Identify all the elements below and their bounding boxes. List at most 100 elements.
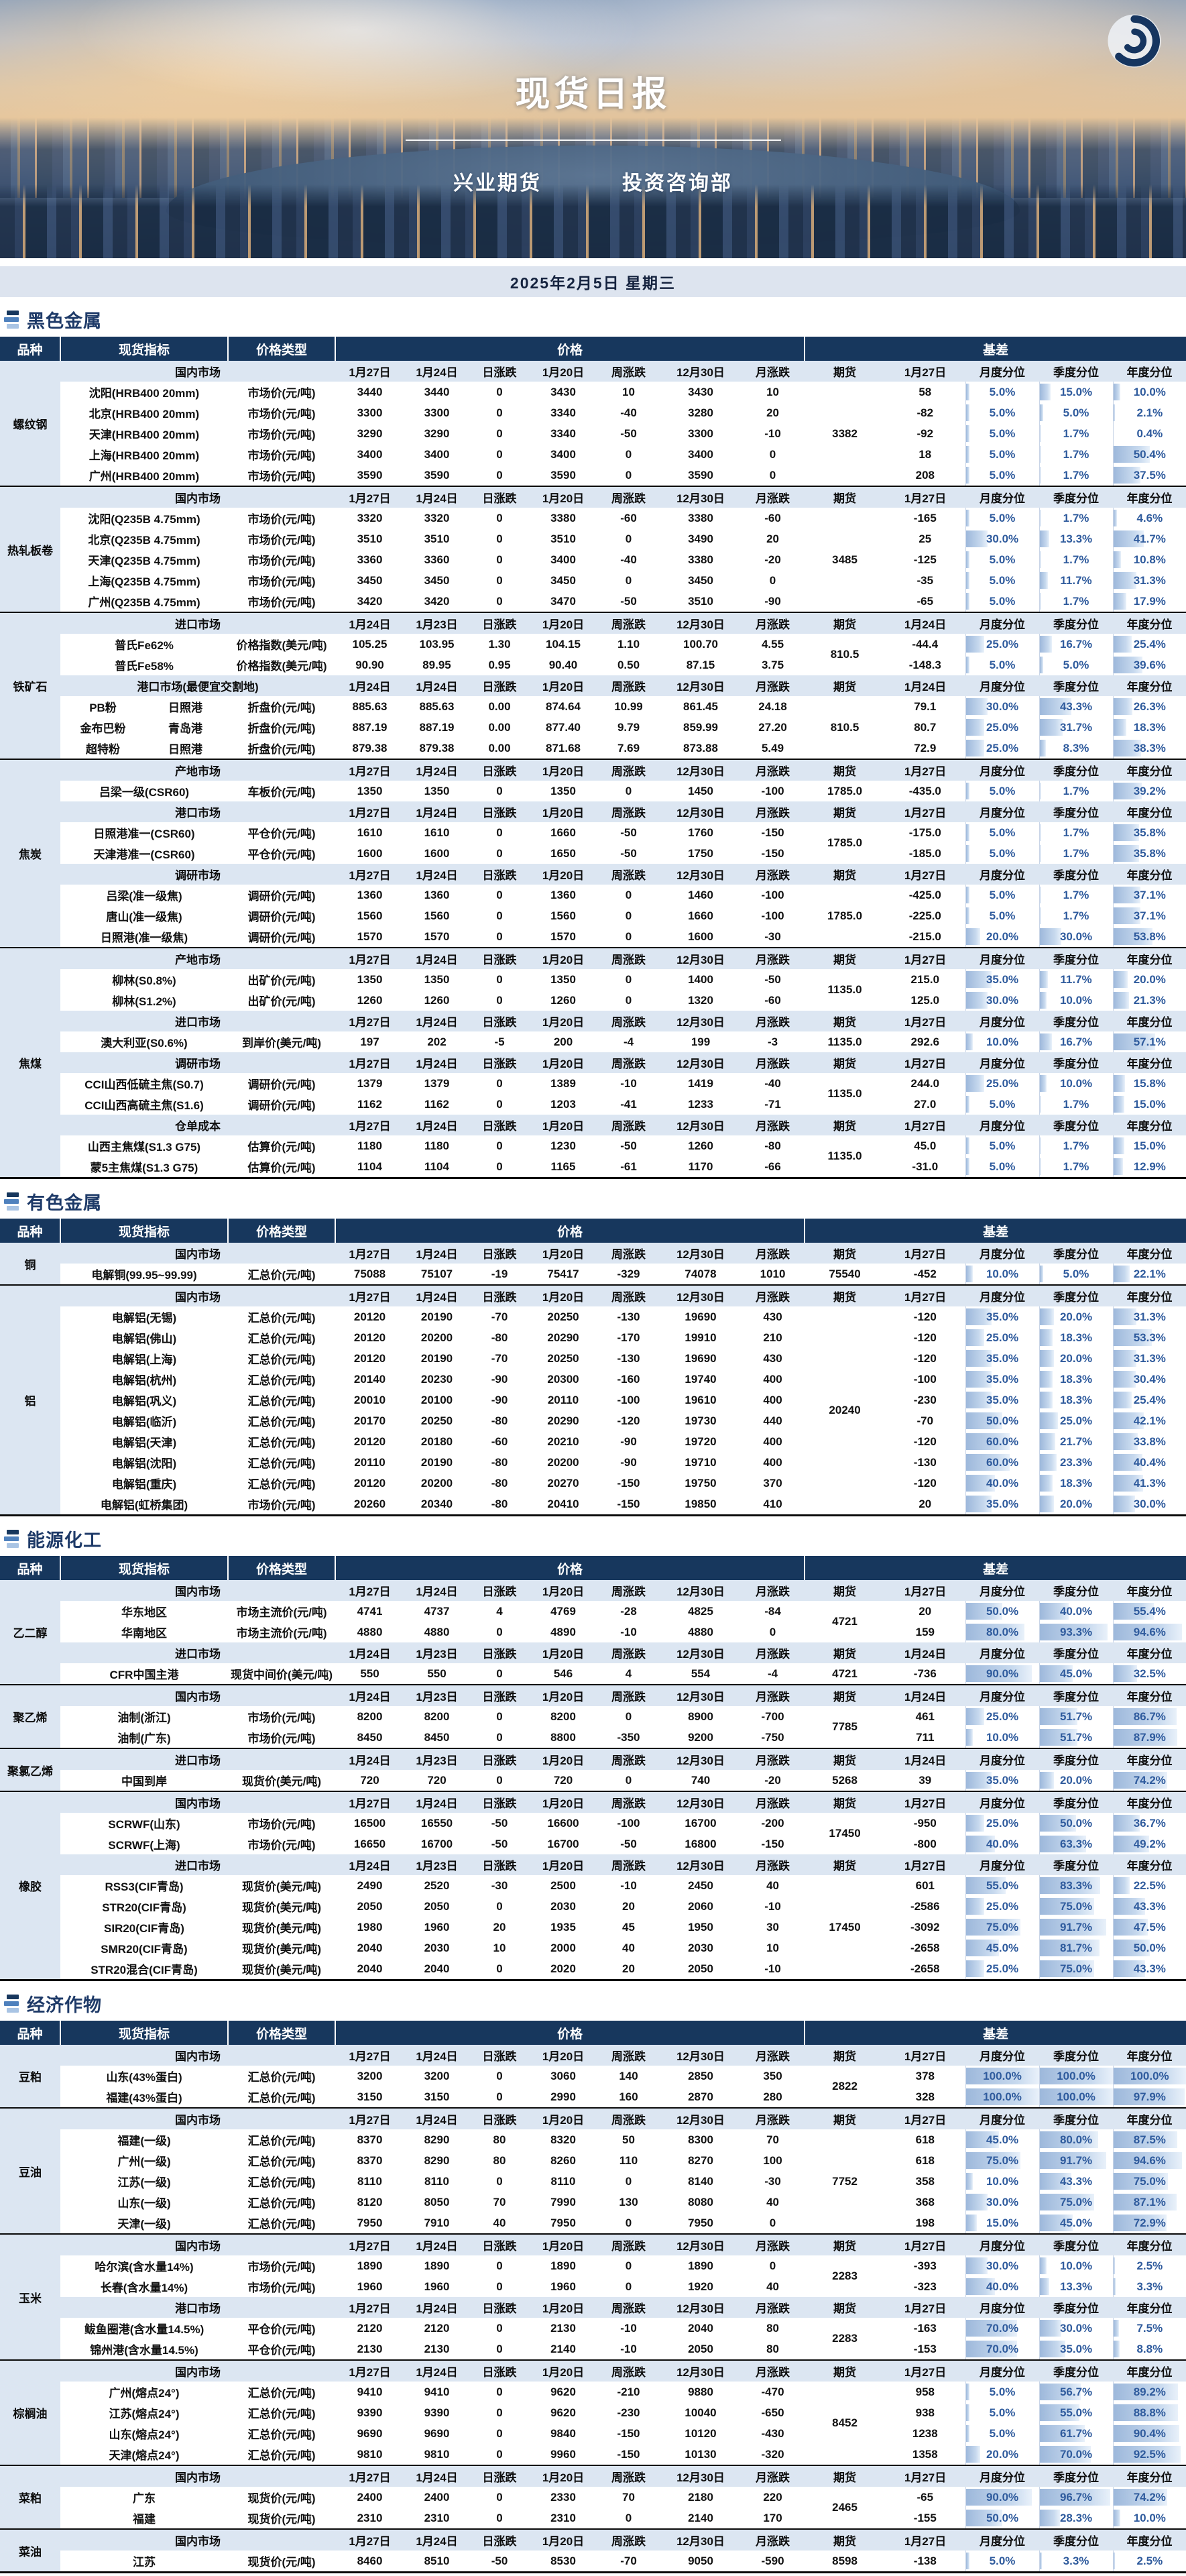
percentile-value: 100.0%	[1130, 2070, 1169, 2082]
percentile-cell: 35.0%	[965, 1770, 1039, 1791]
percentile-bar	[1040, 657, 1043, 673]
date-header-cell: 1月27日	[335, 759, 404, 781]
change-cell: -3	[741, 1031, 805, 1052]
date-header-cell: 1月23日	[404, 1642, 469, 1663]
percentile-value: 25.0%	[986, 1817, 1018, 1830]
percentile-header-cell: 月度分位	[965, 675, 1039, 696]
percentile-cell: 35.0%	[965, 1369, 1039, 1390]
price-cell: 874.64	[530, 696, 597, 717]
basis-cell: 20	[885, 1601, 965, 1622]
price-cell: 20120	[335, 1348, 404, 1369]
percentile-value: 3.3%	[1063, 2555, 1089, 2567]
basis-cell: 938	[885, 2402, 965, 2423]
col-header-indicator: 现货指标	[60, 2021, 228, 2045]
price-cell: 20120	[335, 1327, 404, 1348]
percentile-bar	[1114, 572, 1136, 589]
percentile-value: 55.0%	[986, 1879, 1018, 1892]
percentile-value: 25.4%	[1134, 638, 1166, 651]
percentile-value: 10.0%	[986, 1731, 1018, 1744]
price-cell: 1165	[530, 1156, 597, 1178]
price-cell: 1890	[404, 2255, 469, 2276]
percentile-bar	[1040, 446, 1041, 463]
percentile-header-cell: 季度分位	[1039, 801, 1113, 822]
indicator-name: 超特粉	[62, 740, 144, 757]
price-cell: 20230	[404, 1369, 469, 1390]
change-cell: 0	[469, 1958, 530, 1980]
percentile-bar	[1040, 845, 1041, 862]
date-header-cell: 1月24日	[404, 2465, 469, 2487]
date-header-cell: 周涨跌	[597, 759, 660, 781]
section-title: 黑色金属	[3, 306, 1186, 333]
indicator-port: 日照港	[144, 698, 227, 715]
indicator-cell: 华南地区	[60, 1622, 228, 1642]
percentile-bar	[1040, 425, 1041, 442]
change-cell: 410	[741, 1494, 805, 1516]
percentile-value: 30.0%	[986, 2259, 1018, 2272]
date-header-cell: 1月20日	[530, 801, 597, 822]
percentile-cell: 10.0%	[965, 2171, 1039, 2192]
price-cell: 20110	[530, 1390, 597, 1410]
date-header-cell: 1月20日	[530, 1854, 597, 1875]
price-cell: 9810	[335, 2444, 404, 2465]
indicator-cell: CCI山西低硫主焦(S0.7)	[60, 1073, 228, 1094]
date-header-cell: 12月30日	[660, 675, 741, 696]
percentile-cell: 75.0%	[1113, 2171, 1186, 2192]
percentile-header-cell: 年度分位	[1113, 2529, 1186, 2551]
change-cell: -650	[741, 2402, 805, 2423]
percentile-value: 45.0%	[986, 2133, 1018, 2146]
basis-cell: -130	[885, 1452, 965, 1473]
percentile-header-cell: 月度分位	[965, 864, 1039, 885]
percentile-bar	[1040, 740, 1046, 757]
date-header-cell: 1月20日	[530, 1011, 597, 1031]
change-cell: 4	[597, 1663, 660, 1685]
price-type-cell: 汇总价(元/吨)	[228, 2192, 335, 2213]
price-cell: 8260	[530, 2150, 597, 2171]
percentile-bar	[1114, 404, 1115, 421]
percentile-value: 17.9%	[1134, 595, 1166, 608]
price-cell: 3590	[404, 465, 469, 486]
percentile-value: 87.1%	[1134, 2196, 1166, 2208]
percentile-cell: 5.0%	[965, 2423, 1039, 2444]
price-cell: 8460	[335, 2551, 404, 2573]
change-cell: 3.75	[741, 655, 805, 675]
percentile-bar	[966, 446, 969, 463]
futures-header-cell: 期货	[805, 1580, 885, 1601]
date-header-cell: 日涨跌	[469, 2529, 530, 2551]
percentile-cell: 10.0%	[965, 1264, 1039, 1285]
basis-cell: -3092	[885, 1917, 965, 1938]
percentile-header-cell: 年度分位	[1113, 759, 1186, 781]
date-header-cell: 周涨跌	[597, 2465, 660, 2487]
percentile-value: 87.5%	[1134, 2133, 1166, 2146]
price-cell: 3450	[530, 570, 597, 591]
date-header-cell: 周涨跌	[597, 2108, 660, 2129]
percentile-cell: 96.7%	[1039, 2487, 1113, 2508]
section-title-label: 能源化工	[27, 1526, 102, 1552]
section-title: 能源化工	[3, 1526, 1186, 1552]
indicator-cell: 江苏	[60, 2551, 228, 2573]
price-cell: 2490	[335, 1875, 404, 1896]
percentile-header-cell: 年度分位	[1113, 1580, 1186, 1601]
change-cell: 0	[597, 444, 660, 465]
price-cell: 1960	[404, 2276, 469, 2297]
date-header-cell: 日涨跌	[469, 2360, 530, 2382]
percentile-cell: 5.0%	[965, 423, 1039, 444]
change-cell: -210	[597, 2382, 660, 2402]
indicator-cell: STR20混合(CIF青岛)	[60, 1958, 228, 1980]
indicator-cell: 长春(含水量14%)	[60, 2276, 228, 2297]
price-cell: 1350	[335, 969, 404, 990]
percentile-value: 8.8%	[1136, 2343, 1163, 2355]
futures-cell: 4721	[805, 1663, 885, 1685]
price-cell: 1660	[530, 822, 597, 843]
price-cell: 20250	[530, 1306, 597, 1327]
price-cell: 2140	[660, 2508, 741, 2529]
price-type-cell: 出矿价(元/吨)	[228, 990, 335, 1011]
percentile-bar	[1040, 467, 1041, 484]
